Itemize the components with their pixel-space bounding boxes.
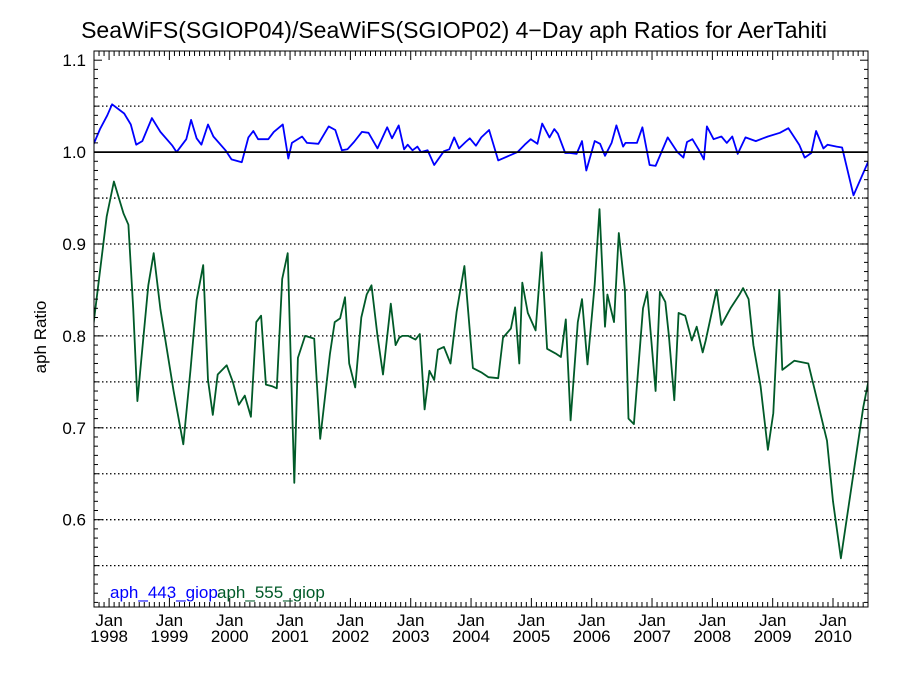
x-tick-label-month: Jan [95,611,122,630]
x-tick-label-year: 2004 [452,627,490,646]
x-tick-label-month: Jan [578,611,605,630]
x-tick-label-year: 1998 [90,627,128,646]
y-tick-label: 0.7 [62,419,86,438]
grid-lines [94,105,868,567]
y-tick-label: 1.1 [62,51,86,70]
x-tick-label-year: 2009 [754,627,792,646]
x-tick-label-year: 2007 [633,627,671,646]
x-tick-label-year: 2010 [814,627,852,646]
y-tick-label: 0.9 [62,235,86,254]
x-tick-label-month: Jan [216,611,243,630]
x-tick-label-year: 2000 [211,627,249,646]
axis-ticks: 0.60.70.80.91.01.1Jan1998Jan1999Jan2000J… [62,51,868,646]
x-tick-label-month: Jan [457,611,484,630]
x-tick-label-month: Jan [337,611,364,630]
y-tick-label: 1.0 [62,143,86,162]
legend: aph_443_giop aph_555_giop [110,583,325,602]
series-line-aph_443_giop [94,103,868,197]
x-tick-label-month: Jan [819,611,846,630]
series-layer [94,103,868,560]
x-tick-label-month: Jan [699,611,726,630]
x-tick-label-year: 2001 [271,627,309,646]
x-tick-label-year: 2008 [693,627,731,646]
chart-title: SeaWiFS(SGIOP04)/SeaWiFS(SGIOP02) 4−Day … [81,17,827,43]
x-tick-label-month: Jan [397,611,424,630]
x-tick-label-year: 1999 [150,627,188,646]
x-tick-label-year: 2006 [573,627,611,646]
legend-item-aph_443_giop: aph_443_giop [110,583,218,602]
x-tick-label-year: 2005 [512,627,550,646]
plot-frame [93,50,869,608]
x-tick-label-month: Jan [276,611,303,630]
x-tick-label-month: Jan [638,611,665,630]
y-tick-label: 0.8 [62,327,86,346]
x-tick-label-month: Jan [156,611,183,630]
y-axis-label: aph Ratio [31,301,50,374]
series-line-aph_555_giop [94,180,868,560]
x-tick-label-year: 2002 [331,627,369,646]
x-tick-label-year: 2003 [392,627,430,646]
legend-item-aph_555_giop: aph_555_giop [217,583,325,602]
x-tick-label-month: Jan [518,611,545,630]
y-tick-label: 0.6 [62,511,86,530]
x-tick-label-month: Jan [759,611,786,630]
